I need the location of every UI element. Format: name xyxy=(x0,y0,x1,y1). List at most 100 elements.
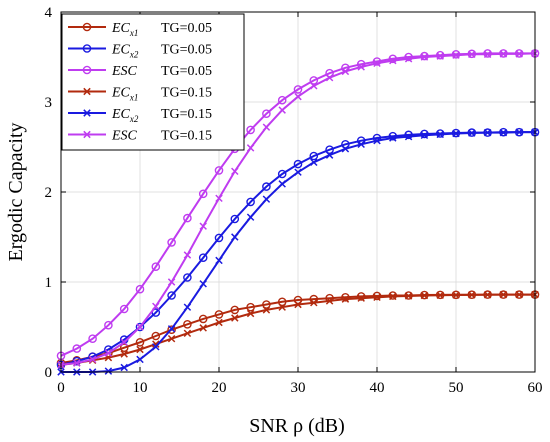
series-1-point xyxy=(167,325,176,335)
series-6-point xyxy=(246,144,255,152)
x-tick-label: 50 xyxy=(449,380,464,396)
series-6-point-stroke-b xyxy=(167,278,176,286)
series-6-point-stroke-b xyxy=(499,50,508,58)
series-6-point-stroke-b xyxy=(294,92,302,101)
series-6-point xyxy=(452,51,460,59)
series-3-point xyxy=(388,54,398,64)
legend-label-main: EC xyxy=(111,21,131,36)
series-5-point-stroke-b xyxy=(183,303,192,311)
series-3-point xyxy=(72,344,82,353)
series-4-point xyxy=(136,345,144,354)
series-4-point xyxy=(483,291,492,299)
series-6 xyxy=(57,49,539,369)
x-axis-label: SNR ρ (dB) xyxy=(249,415,345,437)
series-6-point-stroke-b xyxy=(136,323,144,331)
series-5-point xyxy=(310,158,318,167)
series-6-point-stroke-b xyxy=(468,50,476,59)
series-1-point xyxy=(246,302,255,312)
series-5-point-stroke-b xyxy=(278,180,286,188)
legend-label-main: ESC xyxy=(111,64,138,79)
series-6-point xyxy=(310,82,318,90)
series-4-point-stroke-b xyxy=(389,292,397,301)
series-5-point xyxy=(183,303,192,311)
series-5-point xyxy=(499,128,508,137)
legend-box xyxy=(61,13,245,151)
series-6-point xyxy=(167,278,176,286)
series-6-point-stroke-b xyxy=(310,82,318,90)
series-2-point xyxy=(262,182,271,191)
series-6-point-stroke-b xyxy=(341,67,350,76)
series-4-point xyxy=(231,314,239,322)
legend-entry-5: ECx2 TG=0.15 xyxy=(68,107,212,124)
series-6-point-stroke-b xyxy=(88,355,97,364)
series-6-point-stroke-b xyxy=(262,123,271,131)
legend-swatch-marker xyxy=(82,22,92,32)
series-5-point xyxy=(262,195,271,203)
legend-entry-3: ESC TG=0.05 xyxy=(68,64,212,79)
x-tick-label: 0 xyxy=(57,380,65,396)
series-6-point xyxy=(120,338,128,347)
legend-label: ECx2 xyxy=(111,43,139,60)
x-tick-label: 20 xyxy=(212,380,227,396)
series-5-point xyxy=(104,367,113,375)
series-5-point xyxy=(152,343,160,351)
series-6-point-stroke-b xyxy=(373,59,381,68)
series-6-point-stroke-b xyxy=(420,53,429,61)
series-5-point xyxy=(436,130,444,139)
series-5-point-stroke-b xyxy=(120,363,128,372)
legend-label-tg: TG=0.15 xyxy=(161,86,212,101)
series-5-point xyxy=(120,363,128,372)
series-6-point xyxy=(404,55,413,63)
series-1-point xyxy=(341,292,350,302)
series-5-point xyxy=(199,280,207,288)
y-axis-label: Ergodic Capacity xyxy=(5,122,27,261)
series-3-point xyxy=(151,262,161,272)
series-3-point xyxy=(167,238,176,247)
series-4-point xyxy=(199,324,207,332)
series-5-point-stroke-b xyxy=(262,195,271,203)
series-5-point xyxy=(515,128,523,136)
series-5-point-stroke-b xyxy=(231,233,239,241)
series-6-point xyxy=(231,167,239,176)
series-3-point xyxy=(246,125,255,135)
legend-label-sub: x1 xyxy=(129,28,139,38)
series-4-point xyxy=(294,300,302,309)
series-6-point-stroke-b xyxy=(436,52,444,60)
series-2-point xyxy=(135,322,145,332)
series-2-point xyxy=(167,291,176,300)
series-5-point-stroke-b xyxy=(373,136,381,145)
series-4-point-stroke-b xyxy=(515,290,523,299)
legend-label-sub: x2 xyxy=(129,114,139,124)
series-4-point xyxy=(357,294,365,302)
series-4-point-stroke-b xyxy=(183,329,192,338)
legend-label-sub: x1 xyxy=(129,93,139,103)
series-6-point xyxy=(262,123,271,131)
y-tick-label: 4 xyxy=(45,5,53,21)
series-4-point-stroke-b xyxy=(483,291,492,299)
x-tick-label: 30 xyxy=(291,380,306,396)
legend-swatch-marker xyxy=(82,44,92,53)
series-5-point-stroke-b xyxy=(499,128,508,137)
series-layer xyxy=(56,49,540,376)
series-5-point xyxy=(357,140,365,149)
series-6-point xyxy=(515,50,523,58)
series-3-point xyxy=(214,166,224,175)
series-5-point-stroke-b xyxy=(468,129,476,137)
series-5-point xyxy=(373,136,381,145)
series-5-point-stroke-b xyxy=(420,131,429,140)
series-6-point-stroke-b xyxy=(152,302,160,311)
series-3-point xyxy=(88,334,97,344)
series-4-point xyxy=(341,295,350,303)
series-5-point-stroke-b xyxy=(136,355,144,364)
series-5-point-stroke-b xyxy=(199,280,207,288)
legend-label-main: EC xyxy=(111,43,131,58)
series-6-point-stroke-b xyxy=(404,55,413,63)
series-6-point-stroke-b xyxy=(183,251,192,259)
series-3-point xyxy=(183,213,192,223)
series-4-point xyxy=(120,350,128,358)
legend-label-tg: TG=0.05 xyxy=(161,43,212,58)
series-4-point xyxy=(420,291,429,300)
series-1-point xyxy=(277,297,287,307)
